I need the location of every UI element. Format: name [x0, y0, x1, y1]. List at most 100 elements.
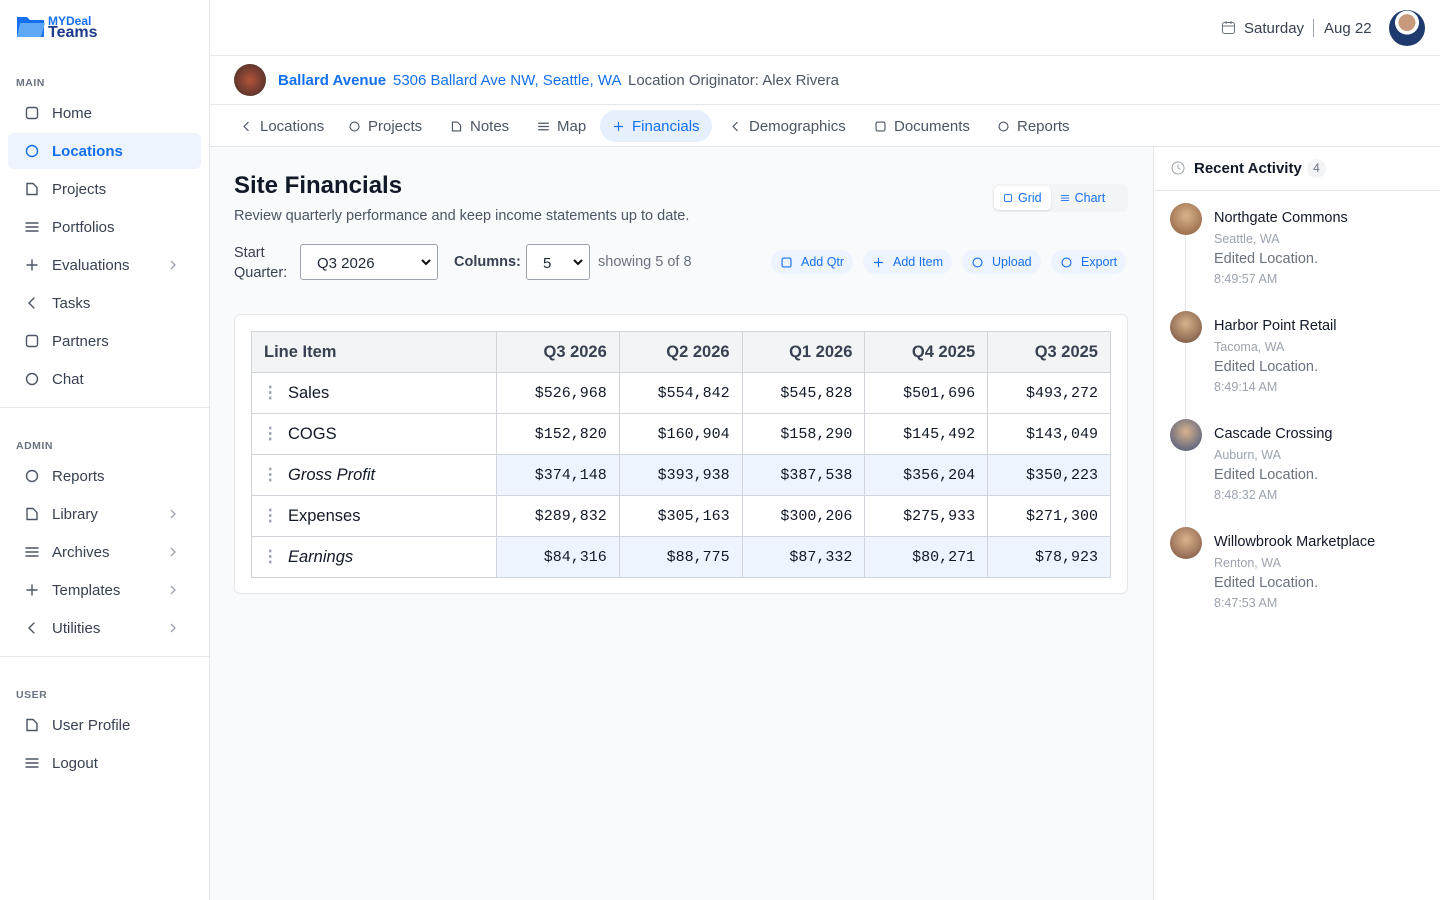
icon — [26, 259, 38, 271]
header-row: Line Item Q3 2026 Q2 2026 Q1 2026 Q4 2025 Q3 … — [251, 331, 1111, 373]
section-label: USER — [16, 689, 48, 701]
tab[interactable]: Financials — [600, 110, 712, 142]
chevron — [573, 259, 583, 266]
cell: $88,775 — [618, 536, 743, 578]
activity-place: Renton, WA — [1214, 556, 1281, 570]
icon — [28, 622, 35, 634]
tab[interactable]: Documents — [862, 110, 982, 142]
drag-handle[interactable]: ⋮ — [262, 425, 279, 443]
activity-time: 8:48:32 AM — [1214, 488, 1278, 502]
nav-item[interactable]: Chat — [8, 361, 201, 397]
cell: $374,148 — [496, 454, 620, 496]
icon — [25, 372, 39, 386]
nav-item[interactable]: Locations — [8, 133, 201, 169]
tab-label: Financials — [632, 117, 700, 135]
activity-name: Cascade Crossing — [1214, 426, 1333, 442]
icon — [26, 584, 38, 596]
nav-label: Partners — [52, 332, 109, 350]
activity-time: 8:49:14 AM — [1214, 380, 1278, 394]
tab-label: Reports — [1017, 117, 1070, 135]
timeline-line — [1185, 451, 1186, 527]
cell: $80,271 — [864, 536, 989, 578]
column-header: Q1 2026 — [741, 331, 866, 373]
nav-item[interactable]: Utilities — [8, 610, 201, 646]
day: Saturday — [1244, 20, 1305, 37]
row: ⋮ COGS $152,820 $160,904 $158,290 $145,492 $14… — [251, 413, 1111, 455]
action-button[interactable]: Add Item — [863, 250, 953, 274]
nav-label: Templates — [52, 581, 121, 599]
nav-item[interactable]: Library — [8, 496, 201, 532]
drag-handle[interactable]: ⋮ — [262, 466, 279, 484]
timeline-line — [1185, 235, 1186, 311]
tab[interactable]: Reports — [985, 110, 1082, 142]
column-header: Q2 2026 — [618, 331, 743, 373]
view-button[interactable]: Grid — [994, 186, 1051, 210]
start-quarter-label: Start Quarter: — [234, 245, 288, 281]
cell: $526,968 — [496, 372, 620, 414]
row: ⋮ Expenses $289,832 $305,163 $300,206 $275,93… — [251, 495, 1111, 537]
nav-item[interactable]: Projects — [8, 171, 201, 207]
drag-handle[interactable]: ⋮ — [262, 507, 279, 525]
line-item-label: Expenses — [288, 507, 361, 525]
icon — [26, 507, 38, 521]
tab[interactable]: Map — [525, 110, 598, 142]
section-label: MAIN — [16, 77, 45, 89]
action-button[interactable]: Upload — [962, 250, 1041, 274]
cell: $300,206 — [741, 495, 866, 537]
drag-handle[interactable]: ⋮ — [262, 548, 279, 566]
icon — [1060, 195, 1069, 201]
cell: $501,696 — [864, 372, 989, 414]
activity-item: Cascade Crossing Auburn, WA Edited Locatio… — [1170, 419, 1430, 519]
tab[interactable]: Locations — [228, 110, 336, 142]
start-quarter-select[interactable]: Q3 2026 — [300, 244, 438, 280]
line-item-label: COGS — [288, 425, 337, 443]
icon — [1004, 194, 1012, 202]
icon — [972, 256, 983, 268]
cell: $275,933 — [864, 495, 989, 537]
line-item-label: Gross Profit — [288, 466, 376, 484]
divider — [0, 407, 209, 408]
section-label: ADMIN — [16, 440, 53, 452]
nav-label: Logout — [52, 754, 98, 772]
columns-select[interactable]: 5 — [526, 244, 590, 280]
nav-item[interactable]: Logout — [8, 745, 201, 781]
icon — [26, 718, 38, 732]
activity-name: Harbor Point Retail — [1214, 318, 1337, 334]
chevron — [421, 259, 431, 266]
nav-item[interactable]: Partners — [8, 323, 201, 359]
cell: $305,163 — [618, 495, 743, 537]
tab[interactable]: Projects — [336, 110, 434, 142]
tab[interactable]: Demographics — [717, 110, 858, 142]
nav-item[interactable]: Archives — [8, 534, 201, 570]
icon — [243, 121, 249, 131]
nav-item[interactable]: Portfolios — [8, 209, 201, 245]
divider — [1154, 190, 1440, 191]
cell: $289,832 — [496, 495, 620, 537]
nav-item[interactable]: Templates — [8, 572, 201, 608]
tab-bar: Locations Projects Notes Map Financials Demog… — [210, 105, 1440, 147]
action-label: Upload — [992, 255, 1032, 269]
tab-label: Locations — [260, 117, 325, 135]
cell: $78,923 — [987, 536, 1111, 578]
nav-label: Home — [52, 104, 93, 122]
activity-place: Auburn, WA — [1214, 448, 1281, 462]
cell: $350,223 — [987, 454, 1111, 496]
action-button[interactable]: Export — [1051, 250, 1127, 274]
cell: $145,492 — [864, 413, 989, 455]
nav-item[interactable]: User Profile — [8, 707, 201, 743]
icon — [25, 144, 39, 158]
nav-label: Projects — [52, 180, 107, 198]
view-button[interactable]: Chart — [1051, 186, 1115, 210]
user-avatar[interactable] — [1389, 10, 1425, 46]
nav-item[interactable]: Evaluations — [8, 247, 201, 283]
cell: $152,820 — [496, 413, 620, 455]
icon — [349, 120, 360, 132]
tab[interactable]: Notes — [438, 110, 521, 142]
action-button[interactable]: Add Qtr — [771, 250, 854, 274]
nav-item[interactable]: Home — [8, 95, 201, 131]
nav-item[interactable]: Reports — [8, 458, 201, 494]
drag-handle[interactable]: ⋮ — [262, 384, 279, 402]
icon — [25, 334, 39, 348]
activity-time: 8:49:57 AM — [1214, 272, 1278, 286]
nav-item[interactable]: Tasks — [8, 285, 201, 321]
